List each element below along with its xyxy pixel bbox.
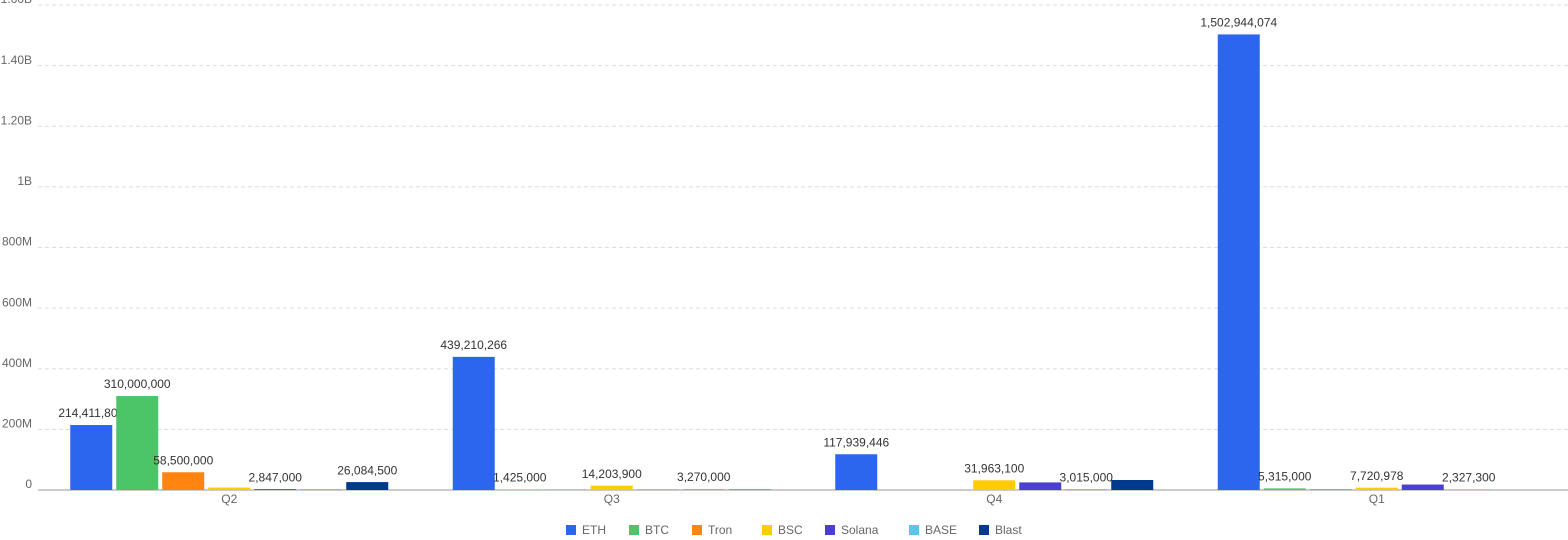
legend-swatch xyxy=(909,525,919,535)
legend-label: ETH xyxy=(582,523,606,537)
value-label: 26,084,500 xyxy=(337,463,397,477)
bar xyxy=(254,489,297,490)
y-tick-label: 0 xyxy=(25,477,32,491)
legend-label: Solana xyxy=(841,523,879,537)
x-tick-label: Q1 xyxy=(1369,492,1385,506)
bar xyxy=(835,454,878,490)
legend-swatch xyxy=(692,525,702,535)
bar xyxy=(70,425,113,490)
x-tick-label: Q2 xyxy=(221,492,237,506)
y-tick-label: 600M xyxy=(2,295,32,309)
bar xyxy=(1217,34,1260,491)
value-label: 214,411,800 xyxy=(58,406,124,420)
value-label: 439,210,266 xyxy=(440,338,507,352)
legend-label: BASE xyxy=(925,523,957,537)
legend-label: BTC xyxy=(645,523,669,537)
y-tick-label: 800M xyxy=(2,235,32,249)
value-label: 14,203,900 xyxy=(582,467,642,481)
legend-swatch xyxy=(762,525,772,535)
legend-label: BSC xyxy=(778,523,803,537)
legend-label: Blast xyxy=(995,523,1022,537)
legend-label: Tron xyxy=(708,523,732,537)
value-label: 117,939,446 xyxy=(823,435,889,449)
value-label: 310,000,000 xyxy=(104,377,171,391)
bar xyxy=(1447,489,1490,490)
value-label: 5,315,000 xyxy=(1258,470,1312,484)
bar xyxy=(1263,488,1306,490)
bar xyxy=(682,489,725,490)
bar xyxy=(1401,484,1444,490)
value-label: 3,015,000 xyxy=(1060,470,1114,484)
y-tick-label: 1.20B xyxy=(1,113,32,127)
bar xyxy=(1355,487,1398,490)
y-tick-label: 400M xyxy=(2,356,32,370)
value-label: 2,847,000 xyxy=(249,470,303,484)
bar xyxy=(116,396,159,490)
legend-swatch xyxy=(629,525,639,535)
value-label: 1,502,944,074 xyxy=(1200,16,1277,30)
bar xyxy=(590,485,633,490)
x-tick-label: Q3 xyxy=(604,492,620,506)
x-tick-label: Q4 xyxy=(986,492,1002,506)
bar xyxy=(544,489,587,490)
bar xyxy=(1309,489,1352,490)
y-tick-label: 1.40B xyxy=(1,53,32,67)
bar xyxy=(1065,489,1108,490)
legend-swatch xyxy=(566,525,576,535)
value-label: 31,963,100 xyxy=(964,461,1024,475)
bar xyxy=(973,480,1016,490)
bar xyxy=(162,472,205,490)
value-label: 3,270,000 xyxy=(677,470,731,484)
bar xyxy=(300,489,343,490)
bar xyxy=(346,482,389,490)
bar xyxy=(1019,482,1062,490)
value-label: 58,500,000 xyxy=(153,453,213,467)
legend-swatch xyxy=(825,525,835,535)
value-label: 7,720,978 xyxy=(1350,469,1404,483)
value-label: 2,327,300 xyxy=(1442,470,1496,484)
y-tick-label: 1.60B xyxy=(1,0,32,6)
bar xyxy=(1111,479,1154,490)
value-label: 1,425,000 xyxy=(493,471,547,485)
bar xyxy=(452,356,495,490)
bar xyxy=(208,487,251,490)
legend-swatch xyxy=(979,525,989,535)
y-tick-label: 200M xyxy=(2,417,32,431)
y-tick-label: 1B xyxy=(17,174,32,188)
